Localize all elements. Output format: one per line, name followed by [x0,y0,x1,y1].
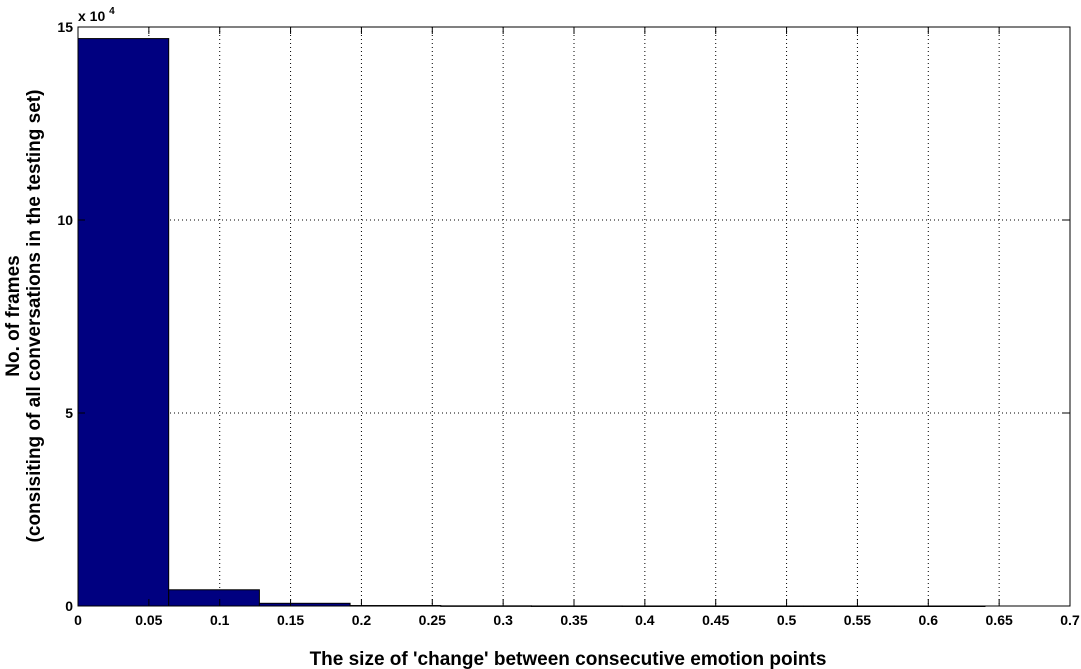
grid-lines [78,27,1070,606]
x-tick-label: 0.5 [777,612,797,628]
x-tick-label: 0.05 [135,612,162,628]
y-tick-labels: 0 5 10 15 [57,19,73,614]
x-tick-labels: 0 0.05 0.1 0.15 0.2 0.25 0.3 0.35 0.4 0.45 0.5 0.55… [74,612,1080,628]
y-tick-label: 10 [57,212,73,228]
y-tick-label: 15 [57,19,73,35]
x-tick-label: 0.3 [493,612,513,628]
x-tick-label: 0.45 [702,612,729,628]
y-tick-label: 0 [65,598,73,614]
x-tick-label: 0.6 [919,612,939,628]
x-tick-label: 0.55 [844,612,871,628]
y-multiplier-exponent: 4 [109,6,115,17]
y-axis-title-line2: (consisiting of all conversations in the… [24,90,45,543]
x-tick-label: 0.35 [560,612,587,628]
y-multiplier: x 10 4 [78,6,115,24]
x-axis-title: The size of 'change' between consecutive… [310,649,827,669]
axis-ticks [77,26,1071,607]
histogram-bar [77,38,170,607]
x-tick-label: 0.1 [210,612,230,628]
y-multiplier-base: x 10 [78,8,105,24]
x-tick-label: 0 [74,612,82,628]
y-tick-label: 5 [65,405,73,421]
x-tick-label: 0.2 [352,612,372,628]
histogram-bar [168,589,260,607]
y-axis-title-line1: No. of frames [3,255,24,376]
x-tick-label: 0.7 [1060,612,1080,628]
x-tick-label: 0.25 [419,612,446,628]
histogram-bars [77,38,986,607]
x-tick-label: 0.15 [277,612,304,628]
x-tick-label: 0.4 [635,612,655,628]
x-tick-label: 0.65 [986,612,1013,628]
